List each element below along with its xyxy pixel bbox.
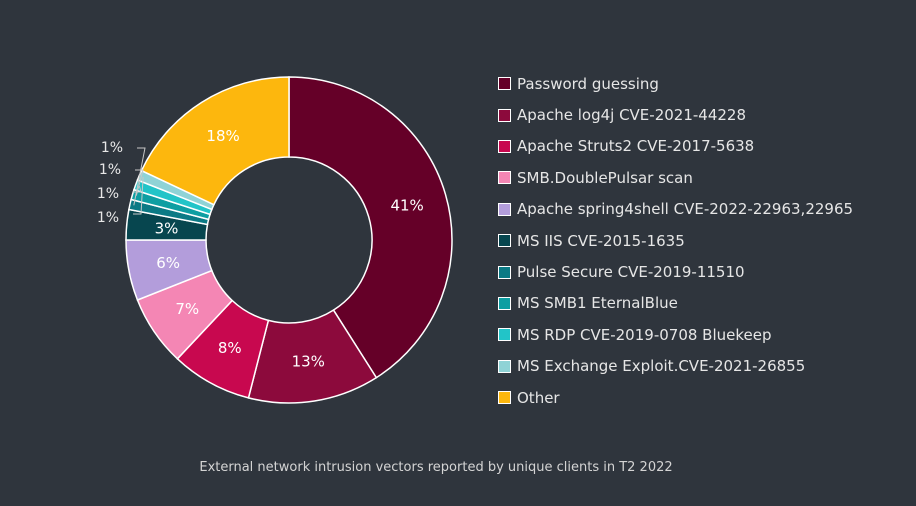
chart-caption: External network intrusion vectors repor…	[199, 460, 673, 475]
legend-label: Password guessing	[517, 74, 659, 93]
legend-label: MS RDP CVE-2019-0708 Bluekeep	[517, 325, 772, 344]
legend-label: Other	[517, 388, 560, 407]
legend-label: MS Exchange Exploit.CVE-2021-26855	[517, 357, 806, 376]
legend-item-smb-doublepulsar-scan: SMB.DoublePulsar scan	[498, 162, 853, 193]
slice-labels: 41% 13% 8% 7% 6% 3% 1% 1% 1% 1% 18%	[97, 127, 424, 370]
legend-swatch	[498, 202, 511, 216]
legend-label: Apache Struts2 CVE-2017-5638	[517, 137, 755, 156]
legend-label: MS SMB1 EternalBlue	[517, 294, 678, 313]
legend-swatch	[498, 108, 511, 122]
legend-swatch	[498, 391, 511, 405]
outer-label-pulse-secure-cve-2019-11510: 1%	[101, 140, 123, 156]
legend-item-pulse-secure-cve-2019-11510: Pulse Secure CVE-2019-11510	[498, 256, 853, 287]
legend-swatch	[498, 359, 511, 373]
slice-label-password-guessing: 41%	[390, 197, 423, 215]
outer-label-ms-rdp-cve-2019-0708-bluekeep: 1%	[97, 186, 119, 202]
legend-swatch	[498, 234, 511, 248]
legend-swatch	[498, 171, 511, 185]
legend-item-ms-exchange-exploit-cve-2021-26855: MS Exchange Exploit.CVE-2021-26855	[498, 351, 853, 382]
slice-label-smb-doublepulsar-scan: 7%	[175, 300, 199, 318]
legend-item-ms-rdp-cve-2019-0708-bluekeep: MS RDP CVE-2019-0708 Bluekeep	[498, 319, 853, 350]
legend-label: Pulse Secure CVE-2019-11510	[517, 263, 745, 282]
legend-item-ms-iis-cve-2015-1635: MS IIS CVE-2015-1635	[498, 225, 853, 256]
leader-line-ms-rdp-cve-2019-0708-bluekeep	[133, 186, 142, 193]
legend-item-apache-log4j-cve-2021-44228: Apache log4j CVE-2021-44228	[498, 99, 853, 130]
legend-item-apache-spring4shell-cve-2022-22963-22965: Apache spring4shell CVE-2022-22963,22965	[498, 194, 853, 225]
legend-label: Apache log4j CVE-2021-44228	[517, 106, 746, 125]
legend-item-ms-smb1-eternalblue: MS SMB1 EternalBlue	[498, 288, 853, 319]
legend-label: MS IIS CVE-2015-1635	[517, 231, 685, 250]
outer-label-ms-exchange-exploit-cve-2021-26855: 1%	[97, 210, 119, 226]
chart-legend: Password guessing Apache log4j CVE-2021-4…	[498, 68, 853, 413]
slice-label-other: 18%	[206, 127, 239, 145]
legend-swatch	[498, 265, 511, 279]
legend-item-password-guessing: Password guessing	[498, 68, 853, 99]
legend-swatch	[498, 296, 511, 310]
legend-swatch	[498, 77, 511, 91]
legend-item-other: Other	[498, 382, 853, 413]
legend-label: Apache spring4shell CVE-2022-22963,22965	[517, 200, 854, 219]
leader-line-ms-exchange-exploit-cve-2021-26855	[133, 176, 144, 215]
outer-label-ms-smb1-eternalblue: 1%	[99, 162, 121, 178]
legend-item-apache-struts2-cve-2017-5638: Apache Struts2 CVE-2017-5638	[498, 131, 853, 162]
legend-swatch	[498, 328, 511, 342]
slice-other	[140, 76, 290, 206]
slice-label-ms-iis-cve-2015-1635: 3%	[155, 219, 179, 237]
slice-label-apache-log4j-cve-2021-44228: 13%	[292, 352, 325, 370]
leader-lines	[133, 147, 146, 215]
legend-swatch	[498, 139, 511, 153]
slice-password-guessing	[288, 76, 453, 379]
donut-slices	[125, 76, 453, 404]
slice-label-apache-spring4shell-cve-2022-22963-22965: 6%	[156, 254, 180, 272]
leader-line-ms-smb1-eternalblue	[135, 169, 144, 196]
leader-line-pulse-secure-cve-2019-11510	[133, 147, 146, 206]
legend-label: SMB.DoublePulsar scan	[517, 168, 693, 187]
slice-label-apache-struts2-cve-2017-5638: 8%	[218, 339, 242, 357]
